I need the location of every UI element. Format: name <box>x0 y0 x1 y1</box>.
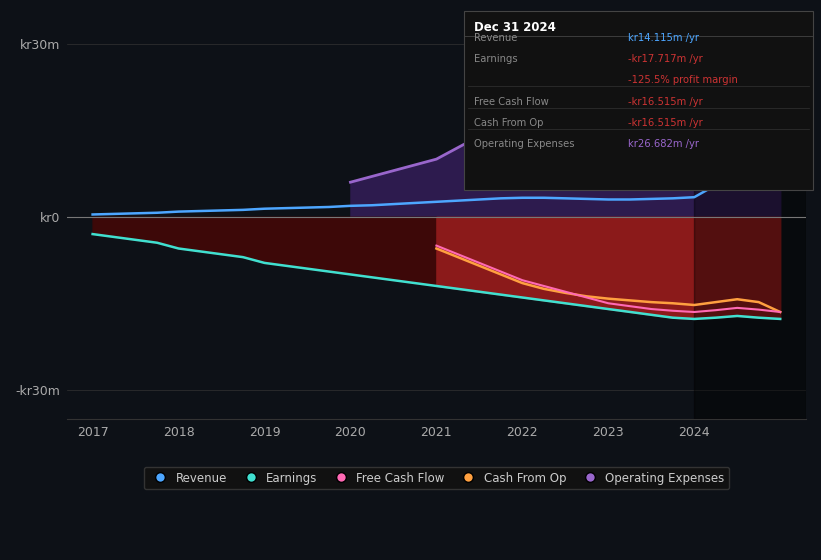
Text: Cash From Op: Cash From Op <box>474 118 544 128</box>
Bar <box>695 15 806 418</box>
Text: -kr16.515m /yr: -kr16.515m /yr <box>628 118 703 128</box>
Text: kr14.115m /yr: kr14.115m /yr <box>628 33 699 43</box>
Text: kr26.682m /yr: kr26.682m /yr <box>628 139 699 150</box>
Text: Free Cash Flow: Free Cash Flow <box>474 97 548 107</box>
Text: Dec 31 2024: Dec 31 2024 <box>474 21 556 34</box>
Text: -kr16.515m /yr: -kr16.515m /yr <box>628 97 703 107</box>
Text: Revenue: Revenue <box>474 33 517 43</box>
Text: Earnings: Earnings <box>474 54 517 64</box>
Text: -125.5% profit margin: -125.5% profit margin <box>628 76 738 86</box>
Legend: Revenue, Earnings, Free Cash Flow, Cash From Op, Operating Expenses: Revenue, Earnings, Free Cash Flow, Cash … <box>144 467 729 489</box>
Text: -kr17.717m /yr: -kr17.717m /yr <box>628 54 703 64</box>
Text: Operating Expenses: Operating Expenses <box>474 139 574 150</box>
